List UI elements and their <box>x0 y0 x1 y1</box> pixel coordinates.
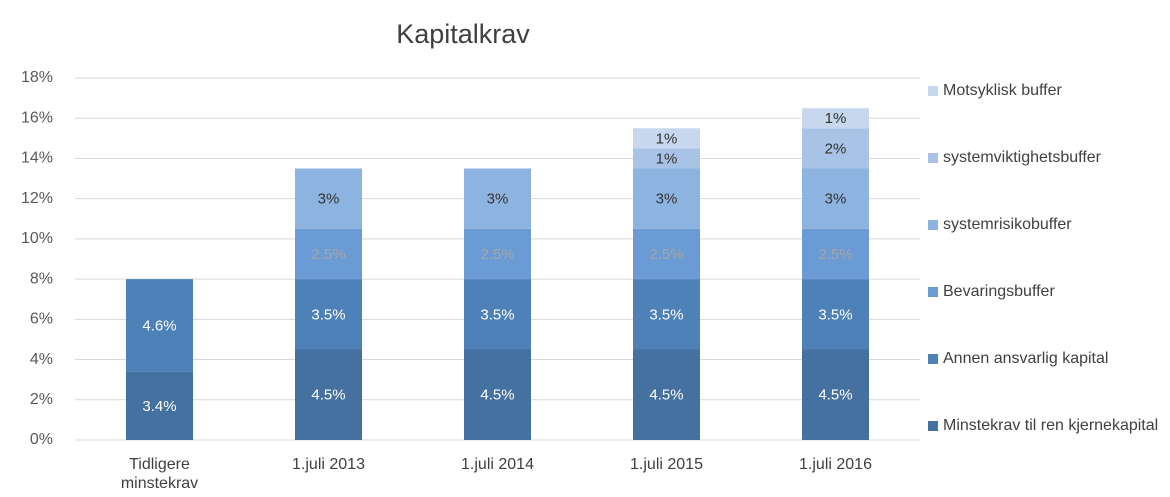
chart-title: Kapitalkrav <box>396 19 530 49</box>
x-tick-label: Tidligere minstekrav <box>120 456 199 492</box>
data-label: 3.5% <box>311 306 345 323</box>
data-label: 2% <box>825 140 847 157</box>
y-tick-label: 14% <box>21 150 53 167</box>
legend-item: Annen ansvarlig kapital <box>928 348 1168 370</box>
bar-segment <box>295 228 362 280</box>
data-label: 3% <box>656 191 678 208</box>
bar-segment <box>633 279 700 350</box>
legend-item: Motsyklisk buffer <box>928 80 1168 102</box>
y-tick-label: 6% <box>30 311 53 328</box>
data-label: 4.5% <box>311 387 345 404</box>
bar-segment <box>295 349 362 440</box>
data-label: 3.5% <box>649 306 683 323</box>
legend-item: Minstekrav til ren kjernekapital <box>928 415 1168 437</box>
y-tick-label: 8% <box>30 270 53 287</box>
y-tick-label: 16% <box>21 109 53 126</box>
bar-segment <box>464 168 531 229</box>
data-label: 4.5% <box>480 387 514 404</box>
legend-swatch <box>928 86 938 96</box>
data-label: 3.4% <box>142 398 176 415</box>
y-tick-label: 10% <box>21 230 53 247</box>
bar-segment <box>802 168 869 229</box>
bar-segment <box>464 279 531 350</box>
data-label: 4.5% <box>649 387 683 404</box>
legend-item: systemviktighetsbuffer <box>928 147 1168 169</box>
bar-segment <box>633 349 700 440</box>
data-label: 3% <box>825 191 847 208</box>
legend-swatch <box>928 153 938 163</box>
bar-segment <box>633 168 700 229</box>
legend-label: systemrisikobuffer <box>943 216 1072 233</box>
x-tick-label: 1.juli 2016 <box>799 456 872 473</box>
y-tick-label: 0% <box>30 431 53 448</box>
bar-segment <box>633 228 700 280</box>
legend-swatch <box>928 287 938 297</box>
data-label: 3.5% <box>480 306 514 323</box>
legend-label: systemviktighetsbuffer <box>943 149 1101 166</box>
bar-segment <box>464 228 531 280</box>
legend-label: Minstekrav til ren kjernekapital <box>943 417 1159 434</box>
legend-swatch <box>928 354 938 364</box>
legend-label: Bevaringsbuffer <box>943 283 1055 300</box>
data-label: 1% <box>656 130 678 147</box>
bar-segment <box>802 349 869 440</box>
y-tick-label: 2% <box>30 391 53 408</box>
legend-label: Annen ansvarlig kapital <box>943 350 1109 367</box>
bar-segment <box>126 279 193 372</box>
legend-label: Motsyklisk buffer <box>943 82 1062 99</box>
data-label: 3.5% <box>818 306 852 323</box>
bar-segment <box>295 168 362 229</box>
bar-segment <box>802 279 869 350</box>
y-tick-label: 12% <box>21 190 53 207</box>
y-tick-label: 18% <box>21 69 53 86</box>
bar-segment <box>126 371 193 440</box>
bar-segment <box>464 349 531 440</box>
x-tick-label: 1.juli 2013 <box>292 456 365 473</box>
bar-segment <box>295 279 362 350</box>
data-label: 3% <box>487 191 509 208</box>
bar-segment <box>802 228 869 280</box>
bar-segment <box>633 148 700 169</box>
data-label: 2.5% <box>649 246 683 263</box>
data-label: 1% <box>656 150 678 167</box>
legend-swatch <box>928 220 938 230</box>
data-label: 2.5% <box>818 246 852 263</box>
bar-segment <box>802 128 869 169</box>
data-label: 3% <box>318 191 340 208</box>
legend-swatch <box>928 421 938 431</box>
data-label: 4.5% <box>818 387 852 404</box>
y-tick-label: 4% <box>30 351 53 368</box>
data-label: 4.6% <box>142 317 176 334</box>
legend-item: systemrisikobuffer <box>928 214 1168 236</box>
bar-segment <box>802 108 869 129</box>
bar-segment <box>633 128 700 149</box>
data-label: 2.5% <box>311 246 345 263</box>
data-label: 2.5% <box>480 246 514 263</box>
x-tick-label: 1.juli 2014 <box>461 456 534 473</box>
legend-item: Bevaringsbuffer <box>928 281 1168 303</box>
x-tick-label: 1.juli 2015 <box>630 456 703 473</box>
data-label: 1% <box>825 110 847 127</box>
